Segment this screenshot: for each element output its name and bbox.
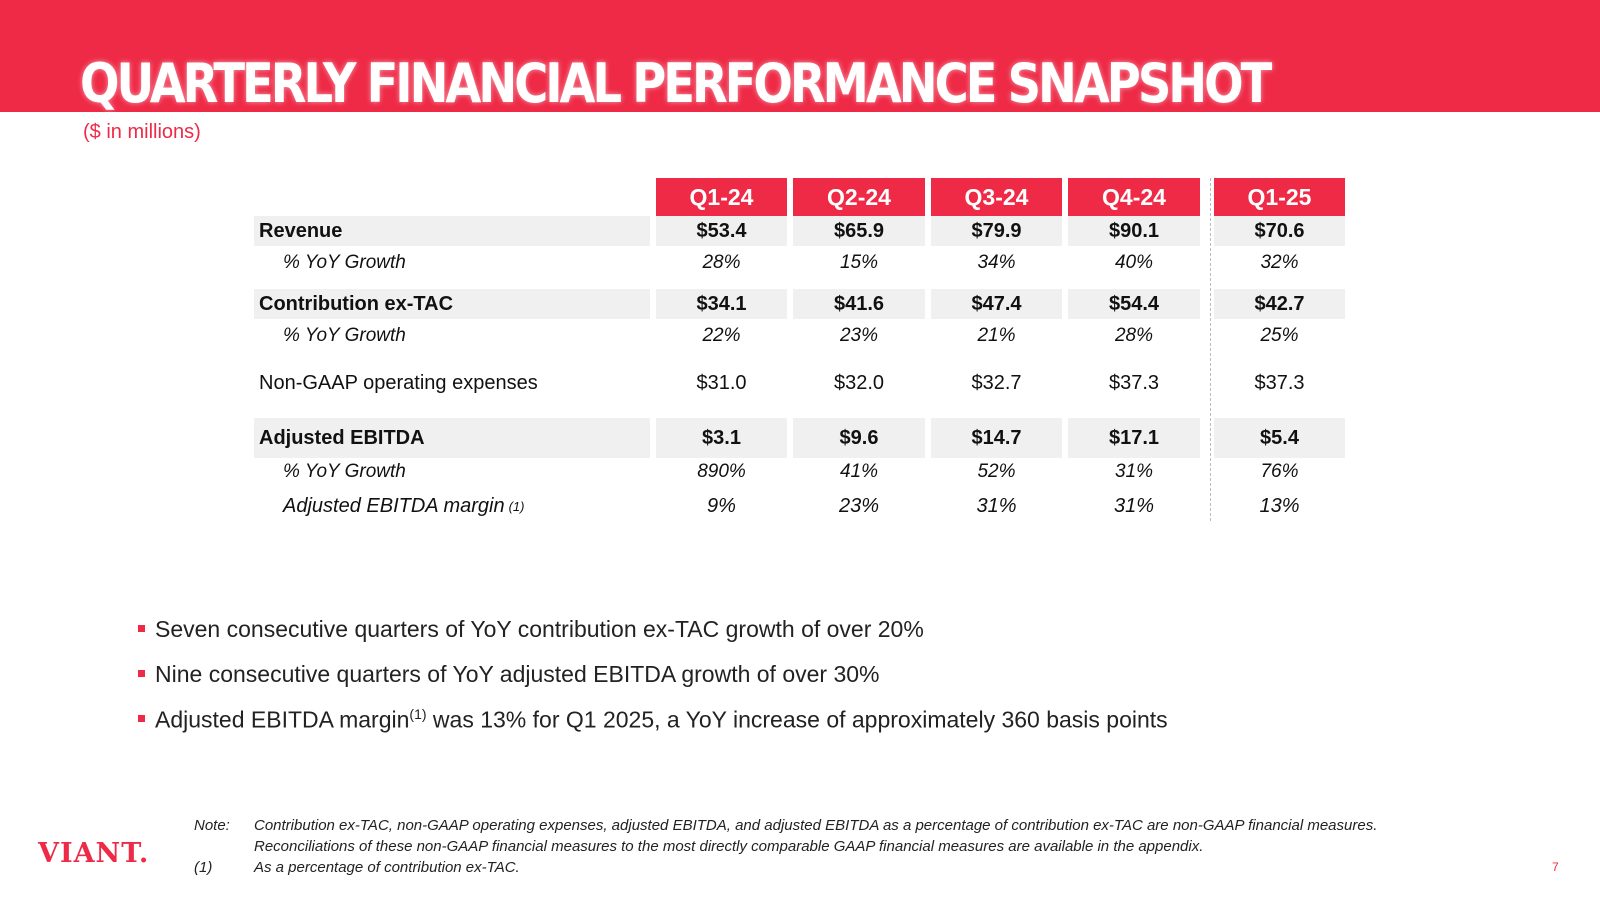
- units-subtitle: ($ in millions): [83, 121, 201, 143]
- bullet-text: Adjusted EBITDA margin: [155, 706, 410, 733]
- highlights-list: Seven consecutive quarters of YoY contri…: [138, 616, 1168, 751]
- table-cell: $79.9: [931, 216, 1062, 246]
- viant-logo: VIANT.: [38, 838, 150, 869]
- table-header-row: Q1-24 Q2-24 Q3-24 Q4-24 Q1-25: [0, 178, 1600, 216]
- table-cell: $41.6: [793, 289, 925, 319]
- note-text-line-1: Contribution ex-TAC, non-GAAP operating …: [254, 817, 1378, 834]
- table-cell: $65.9: [793, 216, 925, 246]
- table-row: Adjusted EBITDA $3.1 $9.6 $14.7 $17.1 $5…: [0, 418, 1600, 458]
- column-header: Q1-24: [656, 178, 787, 216]
- list-item: Adjusted EBITDA margin(1) was 13% for Q1…: [138, 706, 1168, 751]
- table-cell: 28%: [702, 252, 741, 273]
- row-label: % YoY Growth: [283, 252, 406, 273]
- bullet-square-icon: [138, 625, 145, 632]
- row-label: Adjusted EBITDA: [254, 418, 650, 458]
- table-row: % YoY Growth 28% 15% 34% 40% 32%: [0, 248, 1600, 278]
- table-cell: $53.4: [656, 216, 787, 246]
- table-cell: $37.3: [1108, 371, 1160, 394]
- table-cell: $14.7: [931, 418, 1062, 458]
- page-title: QUARTERLY FINANCIAL PERFORMANCE SNAPSHOT: [80, 52, 1272, 115]
- table-row: % YoY Growth 22% 23% 21% 28% 25%: [0, 321, 1600, 351]
- row-label: % YoY Growth: [283, 461, 406, 482]
- note-text-line-2: Reconciliations of these non-GAAP financ…: [254, 838, 1204, 855]
- table-row: Non-GAAP operating expenses $31.0 $32.0 …: [0, 367, 1600, 399]
- table-cell: $9.6: [793, 418, 925, 458]
- bullet-square-icon: [138, 715, 145, 722]
- list-item: Seven consecutive quarters of YoY contri…: [138, 616, 1168, 661]
- table-cell: 52%: [977, 461, 1016, 482]
- table-cell: $32.7: [971, 371, 1022, 394]
- table-row: % YoY Growth 890% 41% 52% 31% 76%: [0, 457, 1600, 487]
- column-header: Q2-24: [793, 178, 925, 216]
- row-label: Revenue: [254, 216, 650, 246]
- row-label: Contribution ex-TAC: [254, 289, 650, 319]
- row-label: Non-GAAP operating expenses: [259, 371, 538, 394]
- header-band: [0, 0, 1600, 112]
- column-header: Q1-25: [1214, 178, 1345, 216]
- table-cell: 21%: [977, 325, 1016, 346]
- table-cell: 23%: [838, 494, 880, 517]
- footnote-label: (1): [194, 859, 213, 876]
- page-number: 7: [1552, 860, 1559, 874]
- row-label-with-footnote: Adjusted EBITDA margin (1): [254, 490, 650, 522]
- table-cell: 15%: [839, 252, 879, 273]
- table-cell: 13%: [1259, 494, 1300, 517]
- table-row: Adjusted EBITDA margin (1) 9% 23% 31% 31%…: [0, 490, 1600, 522]
- table-cell: 28%: [1114, 325, 1154, 346]
- table-cell: 22%: [702, 325, 741, 346]
- column-divider: [1210, 178, 1211, 521]
- table-cell: $34.1: [656, 289, 787, 319]
- table-cell: $37.3: [1254, 371, 1305, 394]
- bullet-square-icon: [138, 670, 145, 677]
- table-cell: 23%: [839, 325, 879, 346]
- bullet-text: Seven consecutive quarters of YoY contri…: [155, 616, 924, 642]
- table-cell: 25%: [1260, 325, 1299, 346]
- footnote-marker: (1): [409, 706, 427, 722]
- row-label: Adjusted EBITDA margin: [283, 494, 505, 517]
- column-header: Q4-24: [1068, 178, 1200, 216]
- note-label: Note:: [194, 817, 230, 834]
- table-cell: $54.4: [1068, 289, 1200, 319]
- table-row: Contribution ex-TAC $34.1 $41.6 $47.4 $5…: [0, 289, 1600, 319]
- table-cell: 40%: [1114, 252, 1154, 273]
- footnote-marker: (1): [508, 498, 525, 514]
- table-cell: 41%: [839, 461, 879, 482]
- table-cell: $5.4: [1214, 418, 1345, 458]
- table-cell: 31%: [1113, 494, 1155, 517]
- table-cell: 890%: [697, 461, 746, 482]
- table-cell: $32.0: [833, 371, 885, 394]
- table-cell: 76%: [1260, 461, 1299, 482]
- table-cell: $3.1: [656, 418, 787, 458]
- table-row: Revenue $53.4 $65.9 $79.9 $90.1 $70.6: [0, 216, 1600, 246]
- table-cell: 31%: [1114, 461, 1154, 482]
- table-cell: $17.1: [1068, 418, 1200, 458]
- footnote-text: As a percentage of contribution ex-TAC.: [254, 859, 520, 876]
- table-cell: 31%: [976, 494, 1017, 517]
- list-item: Nine consecutive quarters of YoY adjuste…: [138, 661, 1168, 706]
- table-cell: 9%: [707, 494, 736, 517]
- table-cell: $42.7: [1214, 289, 1345, 319]
- row-label: % YoY Growth: [283, 325, 406, 346]
- column-header: Q3-24: [931, 178, 1062, 216]
- table-cell: $90.1: [1068, 216, 1200, 246]
- table-cell: $31.0: [696, 371, 747, 394]
- bullet-text: Nine consecutive quarters of YoY adjuste…: [155, 661, 880, 687]
- table-cell: 32%: [1260, 252, 1299, 273]
- table-cell: 34%: [977, 252, 1016, 273]
- table-cell: $47.4: [931, 289, 1062, 319]
- bullet-text: was 13% for Q1 2025, a YoY increase of a…: [426, 706, 1168, 733]
- table-cell: $70.6: [1214, 216, 1345, 246]
